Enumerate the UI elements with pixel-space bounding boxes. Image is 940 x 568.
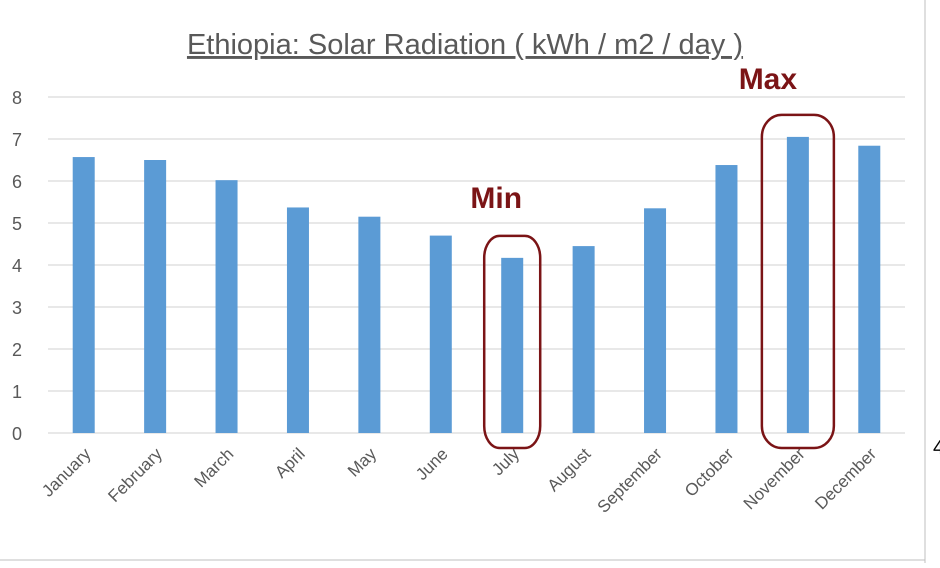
- bar-november: [786, 136, 809, 433]
- annotation-label-max: Max: [739, 63, 798, 96]
- bar-july: [501, 257, 524, 433]
- chart-title: Ethiopia: Solar Radiation ( kWh / m2 / d…: [187, 29, 743, 61]
- bar-may: [358, 216, 381, 433]
- x-tick-label: October: [681, 444, 737, 500]
- y-tick-label: 5: [12, 214, 22, 234]
- x-tick-label: June: [412, 444, 452, 484]
- bar-march: [215, 180, 238, 433]
- y-tick-label: 0: [12, 424, 22, 444]
- annotations-layer: Min Max: [470, 63, 836, 450]
- x-tick-label: April: [271, 444, 308, 481]
- bar-october: [715, 165, 738, 434]
- y-tick-label: 7: [12, 130, 22, 150]
- x-tick-label: September: [594, 444, 666, 516]
- x-tick-label: November: [740, 444, 809, 513]
- x-tick-label: February: [104, 444, 166, 506]
- y-tick-label: 2: [12, 340, 22, 360]
- annotation-label-min: Min: [470, 182, 522, 215]
- annotation-outline-min: [482, 234, 542, 450]
- annotation-outline-max: [760, 113, 836, 450]
- bar-february: [144, 160, 167, 433]
- y-tick-label: 4: [12, 256, 22, 276]
- bar-september: [644, 208, 667, 433]
- bar-august: [572, 246, 595, 433]
- grid-layer: [48, 96, 905, 434]
- x-tick-label: August: [544, 444, 595, 495]
- bar-january: [72, 157, 95, 433]
- bar-april: [286, 207, 309, 433]
- y-tick-label: 6: [12, 172, 22, 192]
- bar-december: [858, 145, 881, 433]
- edge-glyph: 4: [933, 437, 940, 459]
- y-tick-label: 3: [12, 298, 22, 318]
- x-axis-labels: January February March April May June July Augu…: [38, 444, 880, 517]
- x-tick-label: March: [191, 444, 238, 491]
- x-tick-label: December: [811, 444, 880, 513]
- bar-june: [429, 235, 452, 433]
- y-tick-label: 8: [12, 88, 22, 108]
- x-tick-label: January: [38, 444, 95, 501]
- y-tick-label: 1: [12, 382, 22, 402]
- x-tick-label: July: [488, 444, 523, 479]
- y-axis-labels: 0 1 2 3 4 5 6 7 8: [12, 88, 22, 444]
- bars-layer: [72, 136, 881, 434]
- x-tick-label: May: [344, 444, 380, 480]
